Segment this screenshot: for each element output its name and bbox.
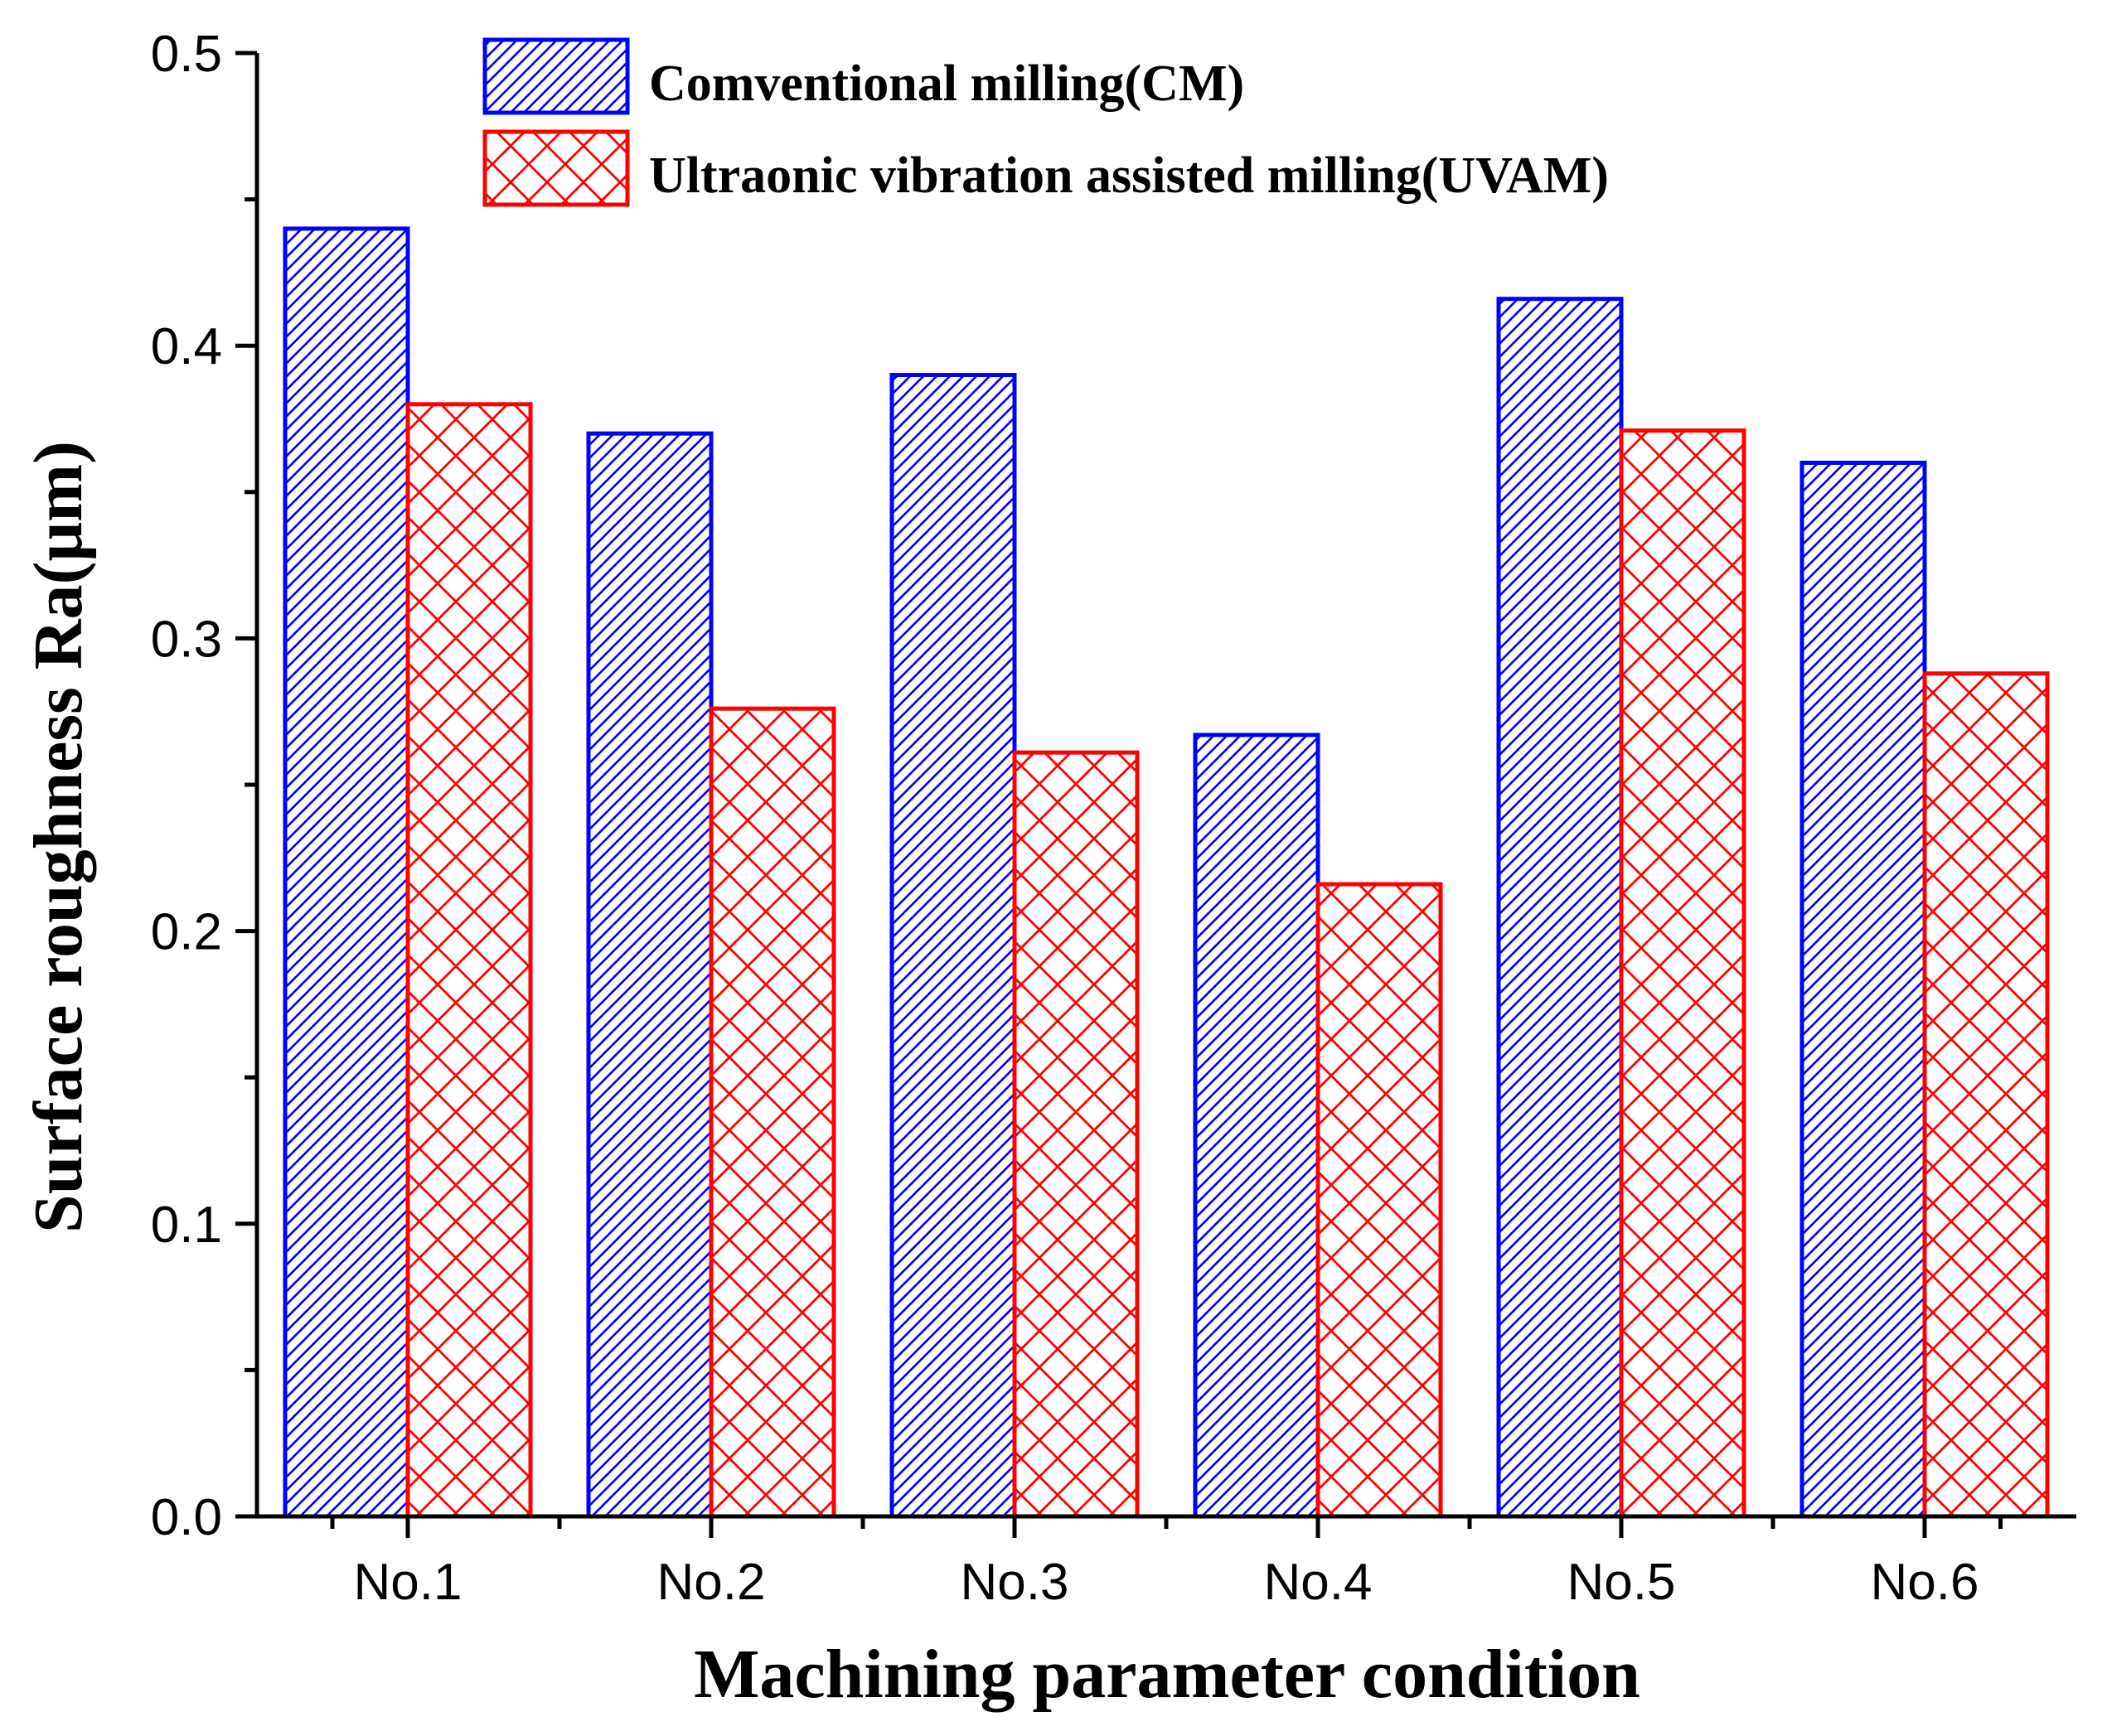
legend-label-cm: Comventional milling(CM) bbox=[649, 56, 1244, 112]
x-tick-label: No.1 bbox=[354, 1554, 463, 1611]
bar-uvam-5 bbox=[1619, 428, 1746, 1519]
legend: Comventional milling(CM) Ultraonic vibra… bbox=[482, 37, 1609, 207]
ticks-group: 0.0 0.1 0.2 0.3 0.4 0.5 No.1 No.2 No.3 No.4 No.5 No… bbox=[151, 26, 2003, 1611]
y-tick-label: 0.5 bbox=[151, 26, 222, 83]
x-tick-label: No.3 bbox=[961, 1554, 1069, 1611]
bar-cm-3 bbox=[889, 373, 1017, 1519]
bar-cm-4 bbox=[1193, 733, 1320, 1519]
x-tick-label: No.2 bbox=[657, 1554, 766, 1611]
bar-cm-1 bbox=[283, 226, 410, 1519]
legend-swatch-cm bbox=[482, 37, 630, 115]
x-axis-title: Machining parameter condition bbox=[694, 1636, 1640, 1713]
y-tick-label: 0.1 bbox=[151, 1197, 222, 1254]
bar-uvam-1 bbox=[405, 402, 533, 1519]
bar-uvam-6 bbox=[1922, 671, 2050, 1519]
y-axis-title: Surface roughness Ra(μm) bbox=[20, 441, 97, 1233]
x-tick-label: No.6 bbox=[1871, 1554, 1979, 1611]
bar-uvam-3 bbox=[1012, 750, 1140, 1519]
y-tick-label: 0.3 bbox=[151, 611, 222, 668]
bar-cm-5 bbox=[1496, 297, 1624, 1519]
bars-group bbox=[283, 226, 2050, 1519]
bar-uvam-4 bbox=[1315, 882, 1443, 1519]
y-tick-label: 0.4 bbox=[151, 318, 222, 375]
bar-cm-6 bbox=[1799, 460, 1927, 1519]
y-tick-label: 0.2 bbox=[151, 904, 222, 961]
legend-label-uvam: Ultraonic vibration assisted milling(UVA… bbox=[649, 147, 1609, 204]
legend-swatch-uvam bbox=[482, 129, 630, 207]
bar-uvam-2 bbox=[709, 706, 836, 1519]
x-tick-label: No.4 bbox=[1264, 1554, 1373, 1611]
y-tick-label: 0.0 bbox=[151, 1489, 222, 1546]
bar-cm-2 bbox=[586, 431, 714, 1519]
x-tick-label: No.5 bbox=[1567, 1554, 1676, 1611]
